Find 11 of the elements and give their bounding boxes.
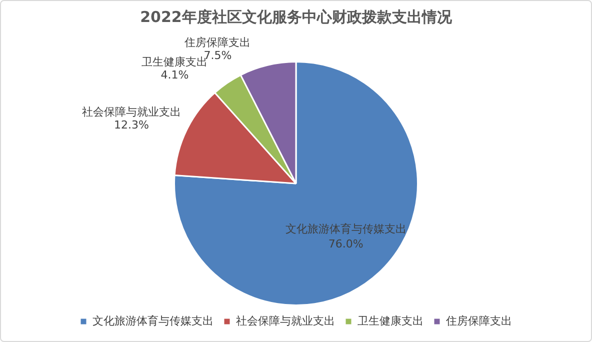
data-label: 4.1% (160, 68, 189, 82)
slice-label: 社会保障与就业支出 (82, 105, 181, 118)
slice-label: 住房保障支出 (184, 36, 251, 50)
slice-label: 文化旅游体育与传媒支出 (285, 222, 406, 236)
legend-label: 社会保障与就业支出 (236, 314, 335, 328)
data-label: 12.3% (114, 118, 149, 132)
data-label: 76.0% (328, 238, 364, 251)
legend-label: 文化旅游体育与传媒支出 (92, 314, 214, 328)
legend-label: 卫生健康支出 (358, 314, 424, 328)
legend-label: 住房保障支出 (446, 314, 512, 328)
chart-title: 2022年度社区文化服务中心财政拨款支出情况 (140, 8, 453, 26)
